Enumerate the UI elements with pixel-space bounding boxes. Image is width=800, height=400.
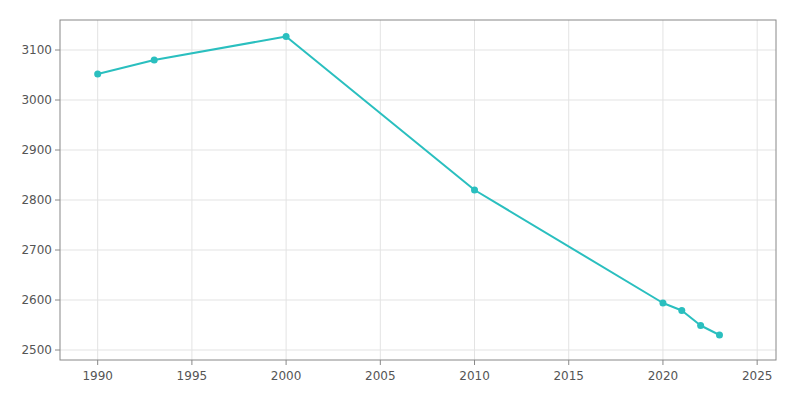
tick-label-x: 2020	[648, 369, 679, 383]
tick-x	[286, 360, 287, 365]
grid-line-y	[60, 150, 776, 151]
tick-y	[55, 50, 60, 51]
grid-line-y	[60, 200, 776, 201]
grid-line-x	[568, 20, 569, 360]
tick-label-y: 3000	[21, 93, 52, 107]
axes: 2500 2600 2700 2800 2900 3000 3100 1990 1995 2000…	[21, 20, 776, 383]
plot-frame	[60, 20, 776, 360]
grid-line-x	[286, 20, 287, 360]
marker	[716, 332, 723, 339]
grid-line-x	[380, 20, 381, 360]
tick-label-x: 1995	[177, 369, 208, 383]
tick-label-y: 2600	[21, 293, 52, 307]
tick-label-y: 3100	[21, 43, 52, 57]
tick-y	[55, 250, 60, 251]
tick-label-y: 2700	[21, 243, 52, 257]
grid-line-y	[60, 100, 776, 101]
chart: 2500 2600 2700 2800 2900 3000 3100 1990 1995 2000…	[0, 0, 800, 400]
marker	[94, 71, 101, 78]
grid	[60, 20, 776, 360]
grid-line-y	[60, 300, 776, 301]
tick-y	[55, 200, 60, 201]
tick-label-x: 2005	[365, 369, 396, 383]
tick-x	[568, 360, 569, 365]
tick-y	[55, 300, 60, 301]
grid-line-x	[191, 20, 192, 360]
tick-label-x: 2010	[459, 369, 490, 383]
tick-label-x: 2000	[271, 369, 302, 383]
marker	[283, 33, 290, 40]
tick-y	[55, 150, 60, 151]
marker	[697, 322, 704, 329]
tick-y	[55, 350, 60, 351]
tick-y	[55, 100, 60, 101]
tick-label-y: 2500	[21, 343, 52, 357]
tick-label-x: 2015	[553, 369, 584, 383]
tick-x	[757, 360, 758, 365]
tick-x	[191, 360, 192, 365]
grid-line-y	[60, 350, 776, 351]
tick-x	[380, 360, 381, 365]
series	[94, 33, 723, 339]
marker	[151, 57, 158, 64]
marker	[659, 300, 666, 307]
tick-label-y: 2900	[21, 143, 52, 157]
marker	[471, 187, 478, 194]
grid-line-x	[757, 20, 758, 360]
tick-x	[97, 360, 98, 365]
marker	[678, 307, 685, 314]
grid-line-y	[60, 250, 776, 251]
line	[98, 37, 720, 336]
tick-label-x: 2025	[742, 369, 773, 383]
chart-container: 2500 2600 2700 2800 2900 3000 3100 1990 1995 2000…	[0, 0, 800, 400]
tick-label-y: 2800	[21, 193, 52, 207]
grid-line-y	[60, 50, 776, 51]
grid-line-x	[662, 20, 663, 360]
tick-label-x: 1990	[82, 369, 113, 383]
tick-x	[474, 360, 475, 365]
tick-x	[662, 360, 663, 365]
